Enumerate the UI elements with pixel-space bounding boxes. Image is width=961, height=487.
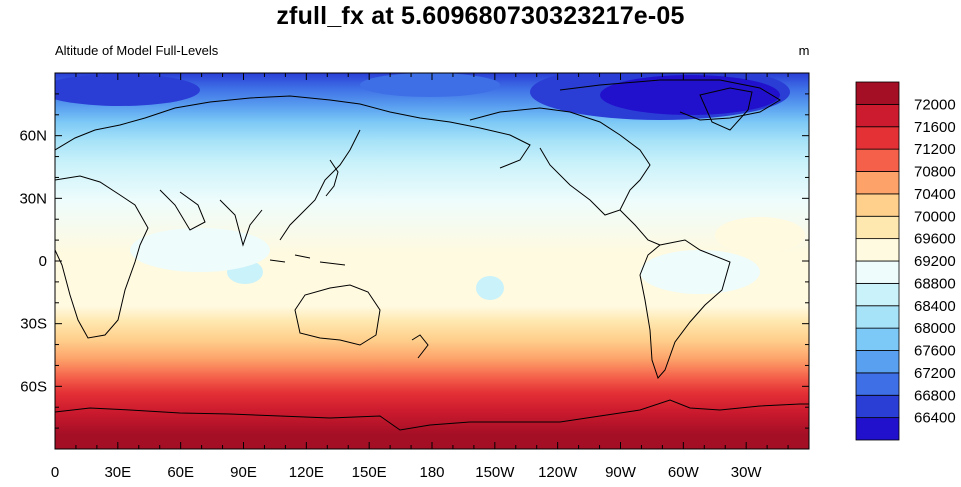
lat-tick-label: 0	[39, 253, 47, 270]
colorbar-label: 68400	[914, 298, 956, 315]
colorbar-box	[855, 215, 900, 240]
colorbar-label: 70000	[914, 208, 956, 225]
colorbar-box	[855, 327, 900, 351]
colorbar-box	[855, 193, 900, 217]
colorbar-label: 70800	[914, 164, 956, 181]
lon-tick-label: 30E	[104, 464, 131, 481]
colorbar-box	[855, 394, 900, 419]
lon-tick-label: 120E	[289, 464, 324, 481]
coastlines	[55, 79, 809, 431]
colorbar-box	[855, 305, 900, 329]
lon-tick-label: 150E	[352, 464, 387, 481]
colorbar-box	[855, 171, 900, 195]
colorbar-box	[855, 148, 900, 172]
colorbar-label: 71600	[914, 119, 956, 136]
lon-tick-label: 0	[51, 464, 59, 481]
lon-tick-label: 150W	[475, 464, 515, 481]
colorbar-box	[855, 260, 900, 284]
lon-tick-label: 30W	[731, 464, 763, 481]
colorbar: 66400 66800 67200 67600 68000 68400 68800 69200…	[855, 81, 956, 441]
colorbar-label: 66400	[914, 410, 956, 427]
lon-tick-label: 180	[419, 464, 444, 481]
colorbar-box	[855, 81, 900, 105]
colorbar-box	[855, 350, 900, 374]
colorbar-label: 70400	[914, 186, 956, 203]
colorbar-box	[855, 282, 900, 307]
plot-title: zfull_fx at 5.609680730323217e-05	[276, 2, 685, 30]
colorbar-label: 72000	[914, 96, 956, 113]
colorbar-label: 69200	[914, 253, 956, 270]
lat-tick-label: 60N	[19, 128, 47, 145]
colorbar-label: 67200	[914, 365, 956, 382]
lon-tick-label: 60W	[668, 464, 700, 481]
units-label: m	[798, 43, 810, 58]
variable-long-name: Altitude of Model Full-Levels	[55, 43, 219, 58]
lon-tick-label: 90W	[605, 464, 637, 481]
colorbar-label: 68000	[914, 320, 956, 337]
lon-tick-label: 60E	[167, 464, 194, 481]
colorbar-box	[855, 126, 900, 150]
colorbar-box	[855, 103, 900, 128]
lat-tick-label: 30S	[20, 316, 47, 333]
contour-field	[55, 73, 809, 449]
colorbar-box	[855, 238, 900, 262]
lon-tick-label: 90E	[230, 464, 257, 481]
lon-tick-label: 120W	[538, 464, 578, 481]
colorbar-label: 67600	[914, 343, 956, 360]
colorbar-box	[855, 372, 900, 396]
colorbar-box	[855, 417, 900, 441]
axis-ticks: 0 30E 60E 90E 120E 150E 180 150W 120W 90W 60W 30W 60…	[19, 73, 809, 481]
colorbar-label: 66800	[914, 387, 956, 404]
colorbar-label: 69600	[914, 231, 956, 248]
lat-tick-label: 60S	[20, 378, 47, 395]
lat-tick-label: 30N	[19, 190, 47, 207]
colorbar-label: 71200	[914, 141, 956, 158]
colorbar-label: 68800	[914, 275, 956, 292]
